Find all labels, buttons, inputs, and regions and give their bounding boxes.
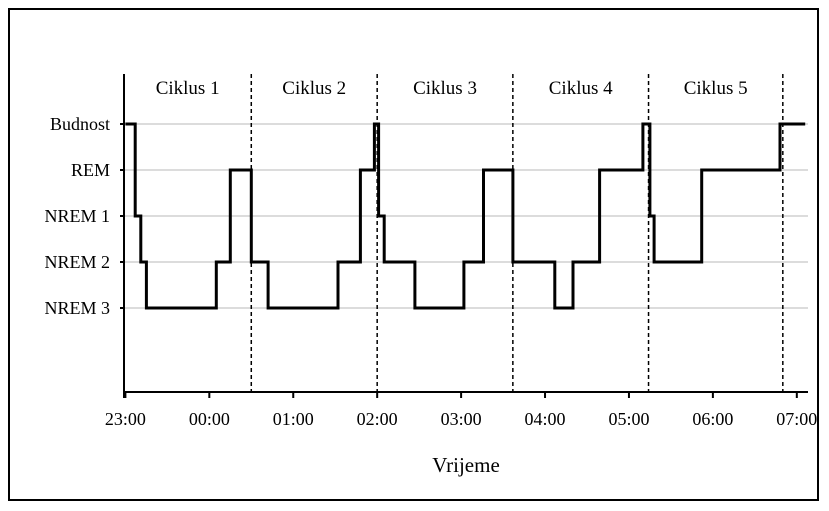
- sleep-stage-line-1: [125, 122, 806, 310]
- x-axis-title: Vrijeme: [432, 453, 500, 477]
- x-tick-label: 02:00: [357, 409, 398, 429]
- cycle-label-5: Ciklus 5: [684, 78, 748, 99]
- x-tick-label: 03:00: [441, 409, 482, 429]
- x-tick-label: 00:00: [189, 409, 230, 429]
- x-tick-label: 06:00: [692, 409, 733, 429]
- cycle-label-3: Ciklus 3: [413, 78, 477, 99]
- x-tick-label: 04:00: [525, 409, 566, 429]
- cycle-labels: Ciklus 1 Ciklus 2 Ciklus 3 Ciklus 4 Ciklus 5: [156, 78, 748, 99]
- y-tick-label: REM: [71, 160, 110, 180]
- y-tick-label: Budnost: [50, 114, 110, 134]
- x-tick-label: 07:00: [776, 409, 817, 429]
- chart-frame: [8, 8, 819, 501]
- cycle-label-2: Ciklus 2: [282, 78, 346, 99]
- y-tick-label: NREM 2: [44, 252, 110, 272]
- x-tick-labels: 23:00 00:00 01:00 02:00 03:00 04:00 05:00 06:00…: [105, 409, 817, 429]
- axes: [120, 74, 808, 398]
- cycle-label-1: Ciklus 1: [156, 78, 220, 99]
- x-tick-label: 05:00: [608, 409, 649, 429]
- y-tick-label: NREM 1: [44, 206, 110, 226]
- grid-lines: [124, 123, 808, 309]
- y-tick-labels: Budnost REM NREM 1 NREM 2 NREM 3: [44, 114, 110, 318]
- y-tick-label: NREM 3: [44, 298, 110, 318]
- cycle-label-4: Ciklus 4: [549, 78, 613, 99]
- sleep-stage-series: [125, 122, 806, 310]
- x-tick-label: 01:00: [273, 409, 314, 429]
- x-tick-label: 23:00: [105, 409, 146, 429]
